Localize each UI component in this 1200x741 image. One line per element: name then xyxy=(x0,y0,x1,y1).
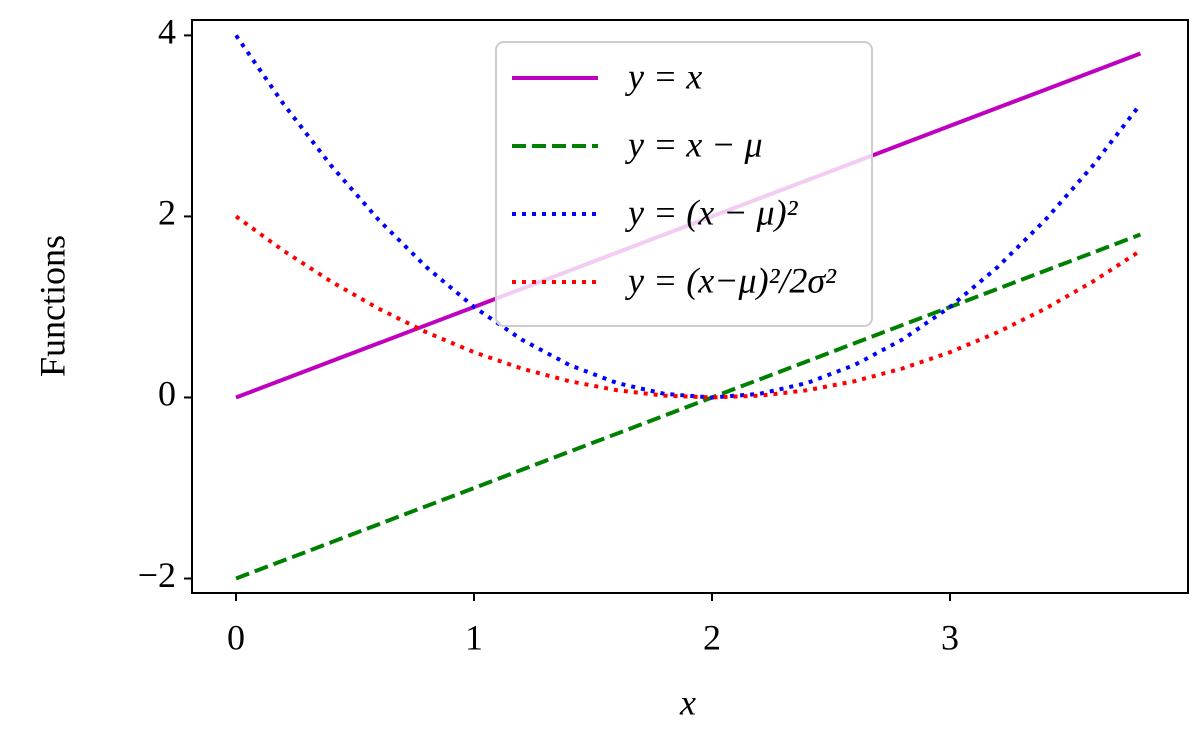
legend-label: y = (x−μ)²/2σ² xyxy=(625,260,837,300)
y-tick-label: 0 xyxy=(158,374,176,414)
x-tick-label: 2 xyxy=(703,617,721,657)
x-axis-label: x xyxy=(679,682,696,722)
y-tick-label: 4 xyxy=(158,12,176,52)
legend-box xyxy=(495,41,873,327)
plot-frame xyxy=(191,19,1189,594)
x-tick-label: 3 xyxy=(941,617,959,657)
x-tick-label: 0 xyxy=(227,617,245,657)
y-axis-label: Functions xyxy=(32,235,72,377)
legend-label: y = x − μ xyxy=(625,124,763,164)
y-tick-label: 2 xyxy=(158,193,176,233)
legend-label: y = (x − μ)² xyxy=(625,192,799,232)
series-line xyxy=(235,232,1142,581)
x-tick-label: 1 xyxy=(465,617,483,657)
y-tick-label: −2 xyxy=(138,555,176,595)
legend-label: y = x xyxy=(625,56,702,96)
series-line xyxy=(234,34,1142,400)
